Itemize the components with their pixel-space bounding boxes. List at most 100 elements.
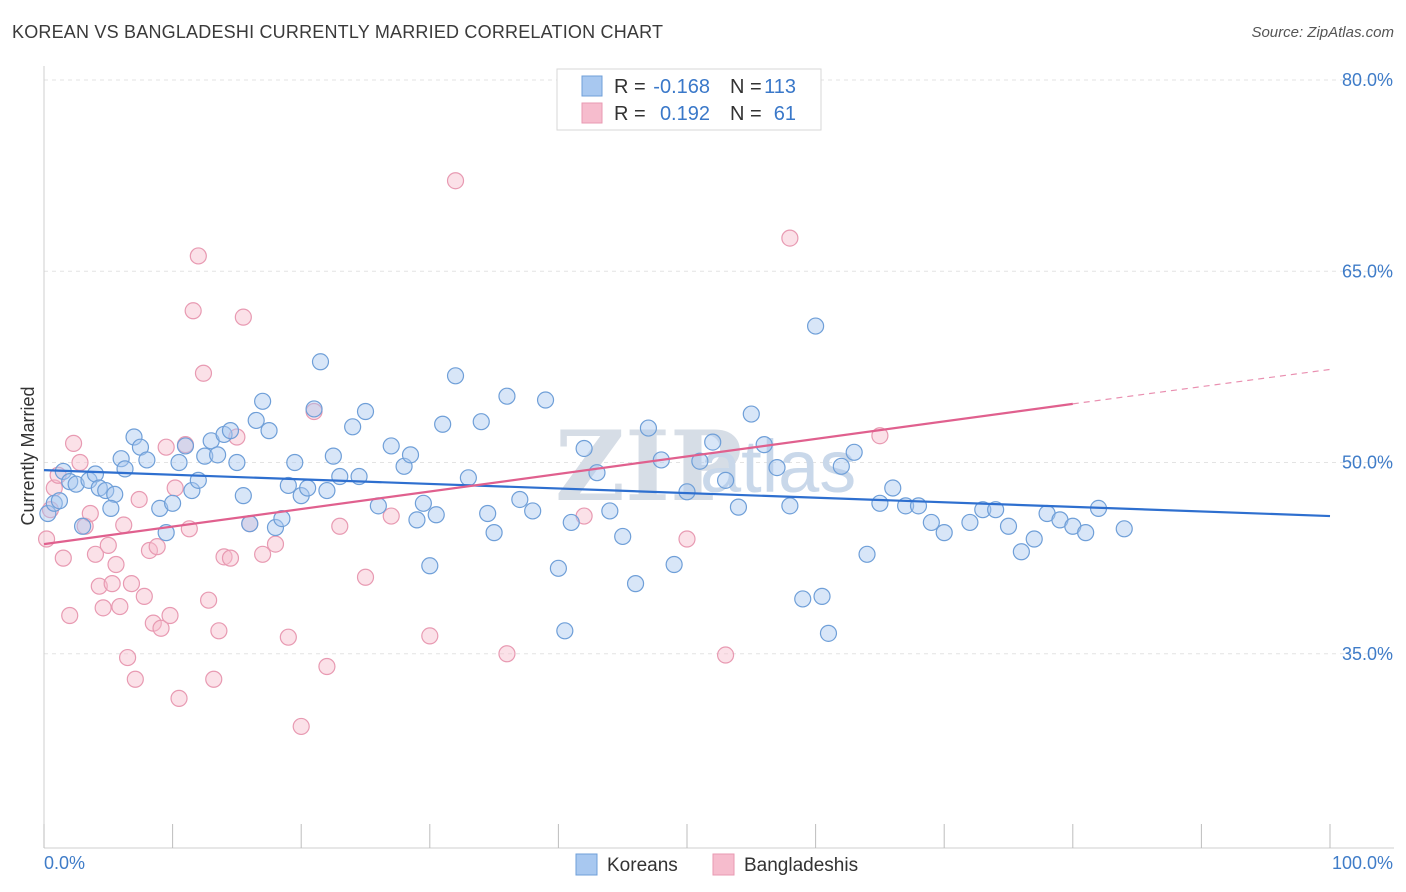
bangladeshi-point: [71, 453, 89, 472]
bangladeshi-point: [54, 549, 72, 567]
korean-point: [138, 451, 156, 469]
korean-point: [331, 467, 349, 486]
korean-point: [806, 317, 825, 335]
korean-point: [116, 460, 134, 478]
bangladeshi-point: [94, 599, 112, 617]
korean-point: [479, 504, 497, 523]
x-tick-label: 0.0%: [44, 853, 85, 873]
trend-lines: [43, 368, 1331, 546]
bangladeshi-point: [678, 530, 696, 548]
bangladeshi-point: [189, 247, 207, 265]
bangladeshi-point: [118, 648, 137, 667]
korean-point: [1012, 543, 1030, 561]
bangladeshi-point: [266, 535, 285, 553]
bangladeshi-point: [140, 541, 159, 560]
korean-point: [704, 433, 722, 451]
bangladeshi-point: [115, 516, 133, 534]
korean-trend-line: [43, 469, 1331, 518]
bangladeshi-point: [126, 670, 144, 688]
bangladeshi-point: [170, 689, 188, 707]
korean-point: [922, 513, 940, 532]
bangladeshi-point: [781, 229, 799, 247]
korean-point: [459, 469, 477, 487]
korean-point: [536, 391, 555, 409]
korean-point: [1115, 520, 1133, 538]
bangladeshi-point: [221, 549, 240, 567]
y-tick-label: 35.0%: [1342, 644, 1393, 664]
korean-point: [421, 557, 439, 575]
korean-point: [86, 465, 105, 483]
korean-point: [472, 413, 490, 431]
korean-point: [324, 447, 342, 465]
korean-point: [164, 494, 182, 512]
legend-label-bangladeshis: Bangladeshis: [744, 855, 858, 876]
korean-points: [39, 317, 1133, 642]
korean-point: [125, 428, 143, 446]
korean-point: [858, 545, 876, 563]
bangladeshi-point: [99, 536, 117, 554]
korean-point: [318, 481, 336, 500]
legend-r-value: 0.192: [660, 103, 710, 125]
bangladeshi-point: [184, 302, 202, 320]
korean-point: [50, 492, 69, 510]
korean-point: [498, 387, 516, 405]
korean-point: [742, 405, 760, 423]
korean-point: [102, 499, 120, 517]
korean-point: [639, 419, 658, 437]
bangladeshi-point: [382, 507, 400, 525]
korean-point: [408, 511, 426, 529]
korean-point: [260, 422, 278, 440]
bangladeshi-point: [90, 577, 108, 595]
korean-point: [845, 443, 863, 461]
korean-point: [794, 590, 812, 608]
legend-swatch-bangladeshis: [581, 102, 603, 124]
legend-n-value: 113: [764, 76, 796, 98]
korean-point: [562, 513, 580, 532]
korean-point: [305, 400, 323, 418]
korean-point: [575, 439, 593, 458]
correlation-legend: R = -0.168 N = 113 R = 0.192 N = 61: [556, 68, 822, 131]
korean-point: [614, 527, 632, 546]
korean-point: [106, 485, 124, 503]
chart-title: KOREAN VS BANGLADESHI CURRENTLY MARRIED …: [12, 22, 664, 42]
bangladeshi-point: [157, 438, 175, 456]
korean-point: [691, 452, 709, 470]
korean-point: [266, 518, 285, 537]
axes: [43, 66, 1394, 849]
bangladeshi-point: [161, 606, 179, 625]
korean-point: [813, 587, 831, 605]
korean-point: [1077, 524, 1095, 542]
korean-point: [170, 453, 188, 472]
korean-point: [819, 624, 838, 642]
korean-point: [781, 497, 799, 515]
korean-point: [446, 367, 465, 385]
korean-point: [254, 392, 272, 410]
y-tick-label: 80.0%: [1342, 70, 1393, 90]
korean-point: [556, 622, 574, 640]
bangladeshi-point: [205, 670, 223, 688]
legend-swatch-koreans: [575, 853, 598, 876]
bangladeshi-point: [122, 575, 141, 593]
bangladeshi-point: [81, 504, 99, 523]
legend-swatch-koreans: [581, 75, 603, 97]
korean-point: [401, 446, 420, 464]
korean-point: [234, 487, 252, 505]
bangladeshi-point: [279, 628, 297, 646]
x-tick-label: 100.0%: [1332, 853, 1393, 873]
korean-point: [356, 402, 375, 421]
bangladeshi-point: [166, 479, 184, 497]
legend-r-label: R =: [614, 103, 646, 125]
bangladeshi-point: [210, 622, 228, 640]
korean-point: [311, 353, 330, 371]
korean-point: [183, 481, 201, 500]
bangladeshi-point: [292, 717, 310, 736]
bangladeshi-point: [228, 428, 246, 446]
y-tick-labels: 35.0% 50.0% 65.0% 80.0%: [1342, 70, 1393, 664]
bangladeshi-point: [107, 555, 125, 574]
bangladeshi-point: [194, 364, 213, 382]
korean-point: [884, 479, 902, 497]
bangladeshi-point: [86, 545, 105, 563]
korean-point: [414, 494, 432, 512]
korean-point: [716, 471, 735, 489]
korean-point: [73, 517, 92, 535]
